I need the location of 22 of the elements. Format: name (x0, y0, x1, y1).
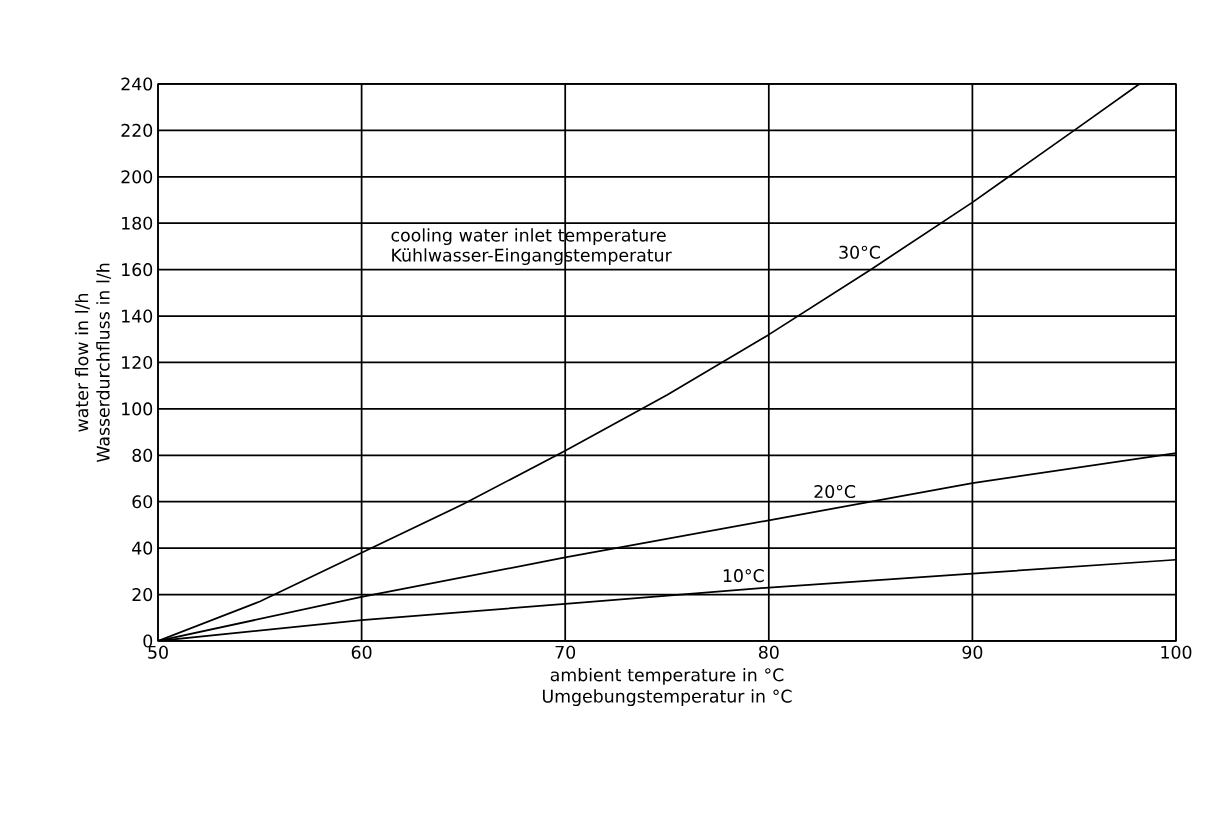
y-tick-label: 140 (122, 309, 153, 323)
y-tick-label: 60 (132, 495, 153, 509)
x-tick-label: 90 (962, 645, 983, 659)
series-label: 10°C (723, 569, 764, 583)
series-label: 20°C (814, 485, 856, 499)
y-tick-label: 240 (121, 77, 153, 91)
y-tick-label: 180 (122, 216, 153, 230)
x-tick-label: 60 (351, 645, 372, 659)
y-tick-label: 160 (122, 263, 153, 277)
y-tick-label: 100 (122, 402, 153, 416)
y-tick-label: 200 (121, 170, 153, 184)
y-tick-label: 20 (132, 588, 153, 602)
y-tick-label: 120 (122, 355, 153, 370)
x-tick-label: 100 (1161, 645, 1192, 659)
series-label: 30°C (839, 245, 880, 259)
x-axis-title: ambient temperature in °C Umgebungstemperatur in °C (542, 667, 792, 707)
y-axis-title: water flow in l/h Wasserdurchfluss in l/h (74, 263, 112, 463)
x-tick-label: 70 (555, 645, 576, 659)
y-tick-label: 40 (132, 541, 153, 555)
y-tick-label: 80 (132, 448, 153, 462)
y-tick-label: 220 (121, 123, 153, 137)
x-tick-label: 80 (758, 645, 779, 659)
